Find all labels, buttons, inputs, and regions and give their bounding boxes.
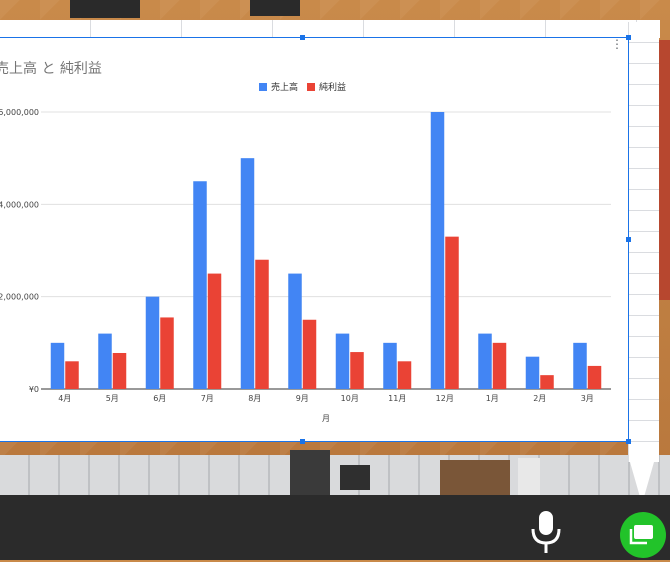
bar (478, 333, 492, 389)
resize-handle-top-right[interactable] (626, 35, 631, 40)
x-tick-label: 9月 (296, 394, 309, 403)
game-object (290, 450, 330, 495)
x-axis-label: 月 (322, 414, 330, 423)
bar (98, 333, 112, 389)
x-tick-label: 8月 (248, 394, 261, 403)
x-tick-label: 7月 (201, 394, 214, 403)
legend-swatch (307, 83, 315, 91)
y-tick-label: 6,000,000 (0, 108, 39, 117)
legend-label: 売上高 (271, 81, 298, 93)
legend-label: 純利益 (319, 81, 346, 93)
bar (288, 273, 302, 389)
resize-handle-right[interactable] (626, 237, 631, 242)
x-tick-label: 3月 (581, 394, 594, 403)
bar (193, 181, 207, 389)
x-tick-label: 4月 (58, 394, 71, 403)
sheet-grid (628, 22, 659, 462)
x-tick-label: 10月 (341, 394, 359, 403)
bar (65, 361, 79, 389)
legend-swatch (259, 83, 267, 91)
game-object (70, 0, 140, 18)
resize-handle-top[interactable] (300, 35, 305, 40)
wall-panel (658, 40, 670, 300)
x-tick-label: 1月 (486, 394, 499, 403)
bar (145, 296, 160, 389)
bar (350, 352, 364, 389)
microphone-icon[interactable] (527, 509, 565, 555)
x-tick-label: 2月 (533, 394, 546, 403)
y-tick-label: 4,000,000 (0, 200, 39, 209)
bar (207, 273, 222, 389)
chat-bubble-icon (629, 525, 653, 545)
x-tick-label: 11月 (388, 394, 406, 403)
bar (587, 365, 602, 389)
game-object (518, 458, 540, 495)
game-object (440, 460, 510, 495)
bottom-bar (0, 495, 670, 560)
bar (397, 361, 412, 389)
bar (430, 112, 445, 389)
bar (255, 259, 269, 389)
bar (492, 342, 507, 389)
bar (240, 158, 255, 389)
bar (525, 356, 540, 389)
resize-handle-bottom[interactable] (300, 439, 305, 444)
x-tick-label: 6月 (153, 394, 166, 403)
x-tick-label: 5月 (106, 394, 119, 403)
bar-chart: 売上高 純利益 ¥0 2,000,000 4,000,000 6,000,000 4月 5月 6… (0, 81, 611, 423)
y-tick-label: 2,000,000 (0, 293, 39, 302)
bar (112, 352, 127, 389)
bar (302, 319, 317, 389)
game-object (250, 0, 300, 16)
chat-bubble-button[interactable] (620, 512, 666, 558)
bar (335, 333, 350, 389)
floor-tiles (0, 455, 670, 495)
bar (573, 342, 587, 389)
bar (445, 236, 459, 389)
chart-title: 売上高 と 純利益 (0, 61, 102, 77)
sheet-grid-top (0, 20, 660, 38)
y-tick-label: ¥0 (29, 385, 39, 394)
game-object (340, 465, 370, 490)
chart-card[interactable]: 売上高 と 純利益 ⋮ 売上高 純利益 ¥0 2,000,000 4,000,000 6,… (0, 37, 629, 442)
x-tick-label: 12月 (436, 394, 454, 403)
bar (540, 375, 554, 389)
resize-handle-bottom-right[interactable] (626, 439, 631, 444)
bar (160, 317, 174, 389)
bar (383, 342, 397, 389)
bar (50, 342, 65, 389)
